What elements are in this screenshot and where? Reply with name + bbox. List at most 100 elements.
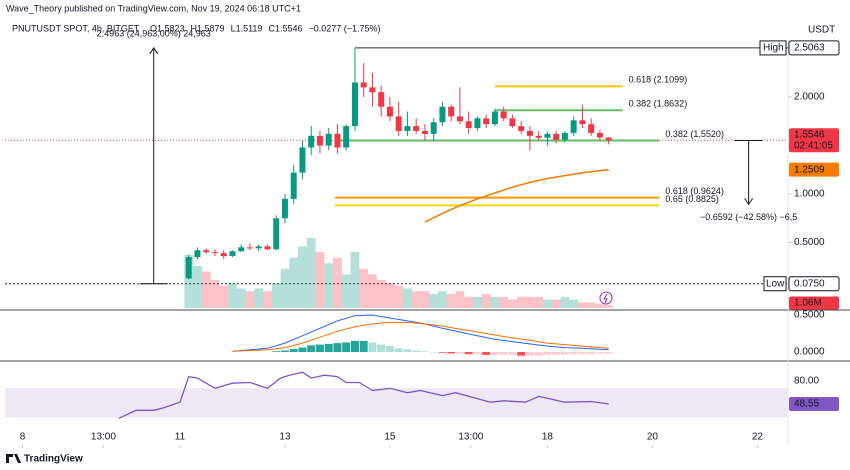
volume-bar [210,280,220,308]
volume-bar [438,291,447,308]
macd-histogram [280,350,289,353]
macd-histogram [455,352,464,354]
volume-bar [481,294,491,308]
macd-histogram [420,351,429,353]
candle-body [255,246,262,249]
candle-body [474,118,481,129]
low-value-box [788,276,840,292]
high-tag-name: High [763,43,784,54]
candle-body [570,120,577,133]
macd-histogram [368,342,377,353]
candle-body [246,247,253,249]
volume-bar [464,296,474,308]
y-tick-label: 0.5000 [794,237,825,248]
candle-body [500,111,507,119]
candle-body [605,137,612,141]
candle-body [281,198,288,219]
x-tick-label: 13:00 [458,432,483,443]
macd-histogram [315,344,324,353]
volume-bar [184,254,194,308]
x-tick-label: 22 [752,432,764,443]
candle-body [211,252,218,254]
logo [6,454,21,463]
x-tick-label: 15 [384,432,396,443]
volume-bar [525,296,535,308]
last-price-tag-box [789,128,839,153]
candle-body [535,135,542,138]
event-icon [599,291,613,305]
candle-body [579,120,586,125]
macd-histogram [569,352,578,355]
volume-bar [376,280,386,308]
candle-body [596,132,603,138]
macd-histogram [438,352,447,353]
high-value: 2.5063 [794,43,825,54]
macd-histogram [403,349,412,353]
candle-body [299,147,306,173]
volume-bar [236,288,246,308]
rsi-tag: 48.55 [794,399,819,410]
ema-line [424,168,609,223]
volume-bar [201,271,211,308]
fib-label: 0.382 (1.8632) [629,99,688,109]
ohlc-value: O1.5823 [150,23,185,33]
currency: USDT [808,25,835,36]
candle-body [553,133,560,140]
volume-bar [429,294,439,308]
candle-body [386,106,393,117]
volume-bar [560,296,570,308]
rsi-tag-box [789,397,839,412]
volume-bar [508,299,517,308]
y-tick-label: 2.0000 [794,92,825,103]
volume-bar [350,252,360,308]
volume-bar [551,299,561,308]
macd-histogram [543,352,552,355]
candle-body [483,118,490,125]
volume-bar [420,291,430,308]
event-icon [603,293,608,304]
volume-bar [289,257,299,308]
rsi-band [5,388,788,418]
volume-bar [341,274,351,308]
macd-histogram [324,343,333,353]
volume-bar [280,268,290,308]
volume-bar [403,288,412,308]
volume-bar [411,291,421,308]
x-tick-label: 13 [279,432,291,443]
volume-bar [604,305,614,308]
candle-body [404,126,411,131]
macd-histogram [473,352,482,355]
x-tick-label: 20 [647,432,659,443]
volume-bar [263,291,272,308]
candle-body [194,250,201,258]
volume-bar [385,282,395,308]
candle-body [203,250,210,253]
volume-bar [473,296,482,308]
volume-bar [271,282,281,308]
candle-body [229,251,236,257]
ohlc-value: C1.5546 [268,23,302,33]
macd-histogram [595,352,604,354]
arrow-head [744,198,754,206]
candle-body [264,246,271,250]
candle-body [413,126,420,131]
volume-bar [595,303,605,308]
last-price-tag: 02:41:05 [794,140,833,151]
volume-tag: 1.06M [794,298,822,309]
macd-histogram [490,352,499,355]
macd-histogram [350,340,359,353]
candle-body [439,106,446,123]
fib-label: 0.618 (0.9624) [665,186,724,196]
macd-histogram [385,346,394,353]
macd-tick-label: 0.5000 [794,310,825,321]
low-tag-name: Low [766,278,785,289]
fib-label: 0.65 (0.8825) [665,194,719,204]
candle-body [351,82,358,127]
macd-histogram [359,340,368,353]
volume-bar [455,291,465,308]
candle-body [290,172,297,199]
x-tick-label: 11 [175,432,186,443]
candle-body [316,135,323,146]
volume-bar [193,266,202,308]
macd-histogram [333,343,342,353]
